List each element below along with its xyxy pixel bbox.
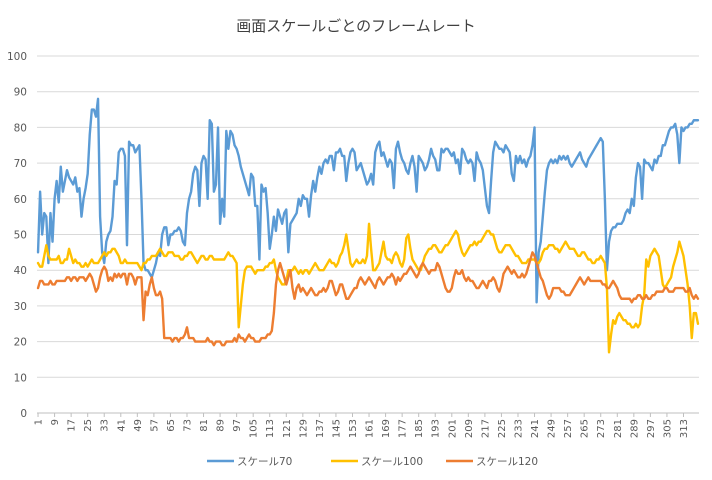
- x-tick-label: 289: [629, 419, 640, 438]
- x-axis-ticks: 1 9 17 25 33 41 49 57 65 73 81 89 97 105 113 121 129 137 1…: [34, 413, 690, 438]
- y-tick-label: 30: [14, 301, 27, 313]
- x-tick-label: 73: [182, 419, 193, 432]
- legend: スケール70 スケール100 スケール120: [207, 456, 538, 468]
- x-tick-label: 9: [50, 419, 61, 425]
- x-tick-label: 145: [331, 419, 342, 438]
- x-tick-label: 169: [381, 419, 392, 438]
- x-tick-label: 161: [365, 419, 376, 438]
- series-line-1: [36, 222, 700, 354]
- x-tick-label: 65: [166, 419, 177, 432]
- x-tick-label: 281: [613, 419, 624, 438]
- x-tick-label: 17: [67, 419, 78, 432]
- chart-title: 画面スケールごとのフレームレート: [236, 17, 475, 35]
- x-tick-label: 137: [315, 419, 326, 438]
- x-tick-label: 105: [249, 419, 260, 438]
- x-tick-label: 97: [232, 419, 243, 432]
- y-tick-label: 80: [14, 122, 27, 134]
- x-tick-label: 273: [596, 419, 607, 438]
- y-tick-label: 90: [14, 87, 27, 99]
- series-lines: [36, 97, 700, 354]
- x-tick-label: 209: [464, 419, 475, 438]
- x-tick-label: 241: [530, 419, 541, 438]
- x-tick-label: 1: [34, 419, 45, 425]
- x-tick-label: 225: [497, 419, 508, 438]
- x-tick-label: 81: [199, 419, 210, 432]
- legend-label-1: スケール100: [361, 456, 423, 468]
- x-tick-label: 201: [447, 419, 458, 438]
- x-tick-label: 257: [563, 419, 574, 438]
- x-tick-label: 305: [662, 419, 673, 438]
- y-tick-label: 0: [20, 408, 27, 420]
- legend-label-2: スケール120: [476, 456, 538, 468]
- y-axis-ticks: 0 10 20 30 40 50 60 70 80 90 100: [7, 51, 27, 420]
- y-tick-label: 50: [14, 230, 27, 242]
- y-tick-label: 10: [14, 372, 27, 384]
- x-tick-label: 177: [398, 419, 409, 438]
- x-tick-label: 185: [414, 419, 425, 438]
- series-line-2: [36, 251, 700, 347]
- series-line-0: [36, 97, 700, 304]
- x-tick-label: 313: [679, 419, 690, 438]
- x-tick-label: 129: [298, 419, 309, 438]
- x-tick-label: 41: [116, 419, 127, 432]
- x-tick-label: 217: [480, 419, 491, 438]
- x-tick-label: 265: [580, 419, 591, 438]
- x-tick-label: 25: [83, 419, 94, 432]
- x-tick-label: 193: [431, 419, 442, 438]
- y-tick-label: 60: [14, 194, 27, 206]
- y-tick-label: 70: [14, 158, 27, 170]
- x-tick-label: 49: [133, 419, 144, 432]
- x-tick-label: 121: [282, 419, 293, 438]
- x-tick-label: 89: [216, 419, 227, 432]
- x-tick-label: 233: [513, 419, 524, 438]
- y-tick-label: 100: [7, 51, 27, 63]
- y-tick-label: 20: [14, 337, 27, 349]
- legend-label-0: スケール70: [237, 456, 292, 468]
- x-tick-label: 297: [646, 419, 657, 438]
- x-tick-label: 113: [265, 419, 276, 438]
- x-tick-label: 153: [348, 419, 359, 438]
- x-tick-label: 33: [100, 419, 111, 432]
- x-tick-label: 249: [547, 419, 558, 438]
- y-tick-label: 40: [14, 265, 27, 277]
- x-tick-label: 57: [149, 419, 160, 432]
